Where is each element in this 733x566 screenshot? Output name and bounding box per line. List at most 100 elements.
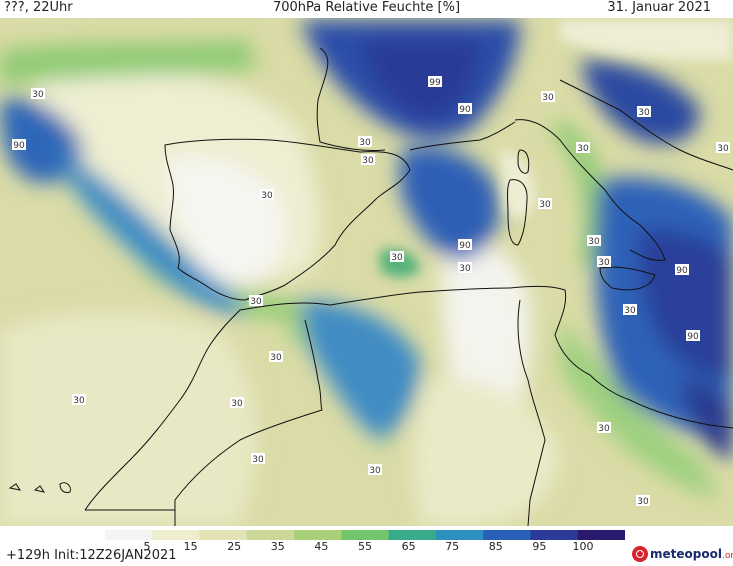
logo-icon xyxy=(632,546,648,562)
contour-label: 30 xyxy=(391,253,403,263)
colorbar-segment xyxy=(530,530,579,540)
header-bar: ???, 22Uhr 700hPa Relative Feuchte [%] 3… xyxy=(0,0,733,18)
contour-label-bg xyxy=(31,88,45,99)
contour-label-bg xyxy=(675,264,689,275)
moist-band-italy xyxy=(550,120,608,270)
border-morocco-algeria xyxy=(174,319,323,526)
contour-label-bg xyxy=(390,251,404,262)
colorbar-segment xyxy=(246,530,295,540)
contour-label-bg xyxy=(251,453,265,464)
border-algeria-libya xyxy=(527,439,546,526)
page-title: 700hPa Relative Feuchte [%] xyxy=(272,0,461,15)
contour-label: 30 xyxy=(362,156,374,166)
contour-label: 30 xyxy=(624,306,636,316)
colorbar-segment xyxy=(483,530,531,540)
colorbar-tick-label: 65 xyxy=(401,540,416,553)
contour-label: 30 xyxy=(250,297,262,307)
moist-zone-atlantic-band xyxy=(60,150,242,315)
contour-label: 30 xyxy=(231,399,243,409)
moist-zone-east xyxy=(680,380,733,460)
contour-label-bg xyxy=(12,139,26,150)
humidity-map: 30 90 30 30 30 99 90 30 30 30 30 30 90 30 30 30 90 30 30 90… xyxy=(0,18,733,526)
contour-label-bg xyxy=(361,154,375,165)
moist-zone-france-core xyxy=(360,40,480,120)
moist-zone-north-africa xyxy=(300,300,420,440)
footer-bar: 5 15 25 35 45 55 65 75 85 95 100 +129h Init:12Z26J… xyxy=(0,526,733,566)
contour-label-bg xyxy=(716,142,730,153)
contour-label: 90 xyxy=(676,266,688,276)
contour-label-bg xyxy=(541,91,555,102)
contour-label-bg xyxy=(358,136,372,147)
contour-label: 30 xyxy=(638,108,650,118)
contour-label-bg xyxy=(458,239,472,250)
contour-label: 30 xyxy=(598,258,610,268)
colorbar-segment xyxy=(435,530,484,540)
colorbar-segment xyxy=(341,530,390,540)
contour-label-bg xyxy=(72,394,86,405)
moist-band-med-south xyxy=(560,320,720,500)
contour-label: 30 xyxy=(261,191,273,201)
contour-label-bg xyxy=(623,304,637,315)
contour-label: 90 xyxy=(13,141,25,151)
contour-label-bg xyxy=(428,76,442,87)
sardinia-coast xyxy=(507,179,528,246)
france-coast xyxy=(316,47,386,151)
colorbar-segment xyxy=(294,530,342,540)
contour-label-bg xyxy=(368,464,382,475)
colorbar-tick-label: 5 xyxy=(143,540,151,553)
contour-label-bg xyxy=(597,256,611,267)
dry-zone-iberia xyxy=(168,157,284,286)
dry-zone-sahara xyxy=(0,311,258,526)
moist-patch-sardinia xyxy=(500,150,535,219)
canary-islands xyxy=(8,482,71,493)
colorbar-tick-label: 35 xyxy=(270,540,285,553)
contour-label: 30 xyxy=(73,396,85,406)
corsica-coast xyxy=(517,149,530,174)
france-med-coast xyxy=(409,121,516,151)
moist-zone-west-med xyxy=(400,147,500,260)
contour-label-bg xyxy=(458,103,472,114)
colorbar-tick-label: 45 xyxy=(314,540,329,553)
contour-label: 30 xyxy=(369,466,381,476)
logo-text: meteopool.org xyxy=(650,547,733,561)
colorbar-tick-label: 75 xyxy=(445,540,460,553)
colorbar xyxy=(105,530,625,540)
colorbar-tick-label: 15 xyxy=(183,540,198,553)
libya-coast xyxy=(589,374,733,429)
contour-label-bg xyxy=(576,142,590,153)
colorbar-tick-label: 25 xyxy=(227,540,242,553)
contour-label-bg xyxy=(587,235,601,246)
contour-label: 90 xyxy=(459,241,471,251)
map-canvas: 30 90 30 30 30 99 90 30 30 30 30 30 90 30 30 30 90 30 30 90… xyxy=(0,18,733,526)
contour-labels: 30 90 30 30 30 99 90 30 30 30 30 30 90 30 30 30 90 30 30 90… xyxy=(12,76,730,507)
north-africa-coast xyxy=(239,285,591,376)
contour-label: 30 xyxy=(542,93,554,103)
border-algeria-tunisia xyxy=(517,299,546,441)
contour-label: 30 xyxy=(588,237,600,247)
contour-label-bg xyxy=(636,495,650,506)
colorbar-segment xyxy=(388,530,437,540)
morocco-coast xyxy=(84,309,241,511)
contour-label: 30 xyxy=(359,138,371,148)
contour-label: 30 xyxy=(539,200,551,210)
contour-label-bg xyxy=(637,106,651,117)
contour-label: 30 xyxy=(637,497,649,507)
contour-label: 30 xyxy=(717,144,729,154)
dry-zone-algeria-east xyxy=(413,378,560,526)
contour-label-bg xyxy=(249,295,263,306)
contour-label-bg xyxy=(686,330,700,341)
forecast-date: 31. Januar 2021 xyxy=(607,0,711,15)
colorbar-tick-label: 55 xyxy=(358,540,372,553)
contour-label: 90 xyxy=(459,105,471,115)
colorbar-segment xyxy=(152,530,201,540)
sicily-coast xyxy=(599,266,656,291)
contour-label-bg xyxy=(458,262,472,273)
iberia-coast xyxy=(164,138,411,301)
contour-label-bg xyxy=(269,351,283,362)
contour-label: 30 xyxy=(270,353,282,363)
contour-label: 30 xyxy=(598,424,610,434)
colorbar-segment xyxy=(105,530,153,540)
contour-label-bg xyxy=(260,189,274,200)
run-label: ???, 22Uhr xyxy=(4,0,73,15)
colorbar-segment xyxy=(199,530,248,540)
